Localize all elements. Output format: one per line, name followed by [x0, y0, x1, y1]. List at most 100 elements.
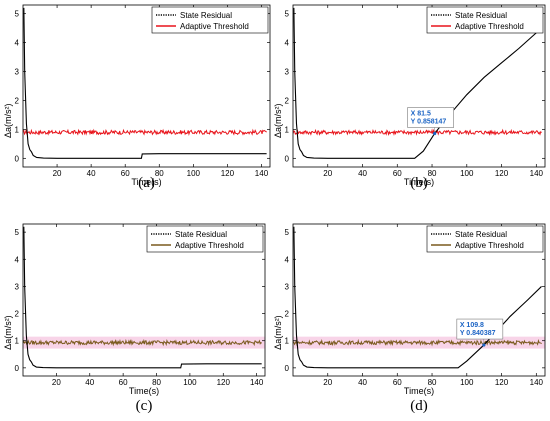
x-tick-label: 60	[121, 169, 130, 178]
x-tick-label: 140	[530, 378, 544, 387]
x-tick-label: 120	[495, 378, 509, 387]
legend-label: State Residual	[455, 11, 507, 20]
x-axis-label: Time(s)	[131, 177, 161, 187]
y-axis-label: Δa(m/s²)	[3, 315, 13, 350]
x-tick-label: 40	[87, 169, 96, 178]
legend-label: Adaptive Threshold	[455, 22, 524, 31]
y-tick-label: 3	[15, 68, 20, 77]
y-tick-label: 0	[285, 154, 290, 163]
chart-panel-4: 20 40 60 80 100 120 140 0 1 2 3 4 5 Time(s) Δa(m/s²) St…	[273, 223, 546, 414]
x-tick-label: 120	[221, 169, 235, 178]
y-tick-label: 4	[285, 39, 290, 48]
y-tick-label: 0	[15, 364, 20, 373]
y-tick-label: 4	[15, 255, 20, 264]
series-state-residual	[293, 7, 542, 159]
plot-content	[23, 226, 265, 369]
plot-content	[293, 7, 542, 159]
plot-frame	[22, 223, 266, 377]
y-tick-label: 2	[285, 310, 290, 319]
y-tick-label: 0	[15, 154, 20, 163]
datatip-y: Y 0.858147	[411, 118, 447, 125]
y-axis-label: Δa(m/s²)	[273, 103, 283, 138]
x-tick-label: 100	[460, 378, 474, 387]
legend-label: State Residual	[175, 230, 227, 239]
series-adaptive-threshold	[293, 128, 542, 137]
y-tick-label: 0	[285, 364, 290, 373]
series-state-residual	[23, 7, 267, 159]
plot-frame	[22, 4, 271, 168]
x-tick-label: 40	[85, 378, 94, 387]
plot-content	[23, 7, 267, 159]
x-tick-label: 120	[217, 378, 231, 387]
panel-label: (a)	[138, 175, 155, 191]
legend-label: Adaptive Threshold	[455, 241, 524, 250]
threshold-band	[293, 336, 545, 349]
y-tick-label: 5	[285, 10, 290, 19]
series-adaptive-threshold	[23, 338, 263, 347]
legend-box	[426, 225, 544, 253]
y-tick-label: 3	[285, 282, 290, 291]
x-tick-label: 60	[393, 378, 402, 387]
y-tick-label: 4	[15, 39, 20, 48]
x-tick-label: 20	[52, 378, 61, 387]
x-tick-label: 140	[530, 169, 544, 178]
x-tick-label: 60	[393, 169, 402, 178]
plot-content	[293, 226, 545, 369]
x-tick-label: 40	[358, 378, 367, 387]
y-tick-label: 5	[285, 228, 290, 237]
x-tick-label: 40	[358, 169, 367, 178]
y-tick-label: 1	[15, 337, 20, 346]
y-tick-label: 4	[285, 255, 290, 264]
legend-box	[151, 6, 269, 34]
y-tick-label: 3	[15, 282, 20, 291]
legend: State Residual Adaptive Threshold	[146, 225, 264, 253]
legend-label: State Residual	[455, 230, 507, 239]
y-tick-label: 2	[15, 310, 20, 319]
y-tick-label: 2	[285, 96, 290, 105]
datatip: X 109.8Y 0.840387	[456, 318, 504, 347]
series-state-residual	[23, 226, 262, 369]
x-axis-label: Time(s)	[404, 177, 434, 187]
panel-label: (b)	[410, 175, 428, 191]
datatip-x: X 109.8	[460, 322, 484, 329]
chart-panel-2: 20 40 60 80 100 120 140 0 1 2 3 4 5 Time(s) Δa(m/s²) St…	[273, 4, 546, 191]
datatip-marker	[482, 343, 486, 347]
y-tick-label: 1	[285, 125, 290, 134]
series-adaptive-threshold	[293, 338, 542, 347]
legend-box	[426, 6, 544, 34]
datatip-box	[407, 107, 454, 128]
datatip-y: Y 0.840387	[460, 330, 496, 337]
x-tick-label: 80	[152, 378, 161, 387]
x-tick-label: 20	[323, 169, 332, 178]
chart-panel-3: 20 40 60 80 100 120 140 0 1 2 3 4 5 Time(s) Δa(m/s²) St…	[3, 223, 266, 414]
chart-panel-1: 20 40 60 80 100 120 140 0 1 2 3 4 5 Time(s) Δa(m/s²) St…	[3, 4, 271, 191]
x-tick-label: 20	[53, 169, 62, 178]
legend: State Residual Adaptive Threshold	[426, 6, 544, 34]
x-tick-label: 120	[495, 169, 509, 178]
x-tick-label: 100	[460, 169, 474, 178]
x-tick-label: 80	[428, 169, 437, 178]
y-tick-label: 5	[15, 228, 20, 237]
x-tick-label: 80	[428, 378, 437, 387]
datatip: X 81.5Y 0.858147	[407, 107, 454, 136]
series-state-residual	[293, 226, 542, 369]
x-axis-label: Time(s)	[129, 386, 159, 396]
x-tick-label: 100	[187, 169, 201, 178]
legend-label: Adaptive Threshold	[175, 241, 244, 250]
legend-label: Adaptive Threshold	[180, 22, 249, 31]
plot-frame	[292, 4, 546, 168]
y-axis-label: Δa(m/s²)	[3, 103, 13, 138]
y-tick-label: 1	[285, 337, 290, 346]
plot-frame	[292, 223, 546, 377]
datatip-x: X 81.5	[411, 110, 431, 117]
y-tick-label: 3	[285, 68, 290, 77]
x-tick-label: 100	[183, 378, 197, 387]
x-tick-label: 80	[155, 169, 164, 178]
y-tick-label: 2	[15, 96, 20, 105]
legend: State Residual Adaptive Threshold	[426, 225, 544, 253]
datatip-marker	[433, 131, 437, 136]
series-adaptive-threshold	[23, 128, 267, 136]
x-axis-label: Time(s)	[404, 386, 434, 396]
x-tick-label: 140	[255, 169, 269, 178]
